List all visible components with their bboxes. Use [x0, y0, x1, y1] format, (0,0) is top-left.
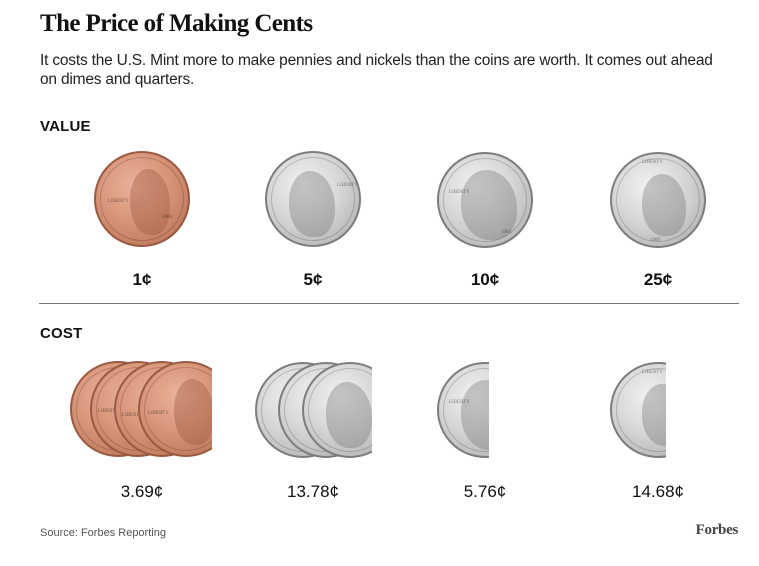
quarter-cost-label: 14.68¢	[632, 482, 684, 501]
penny-cost-label: 3.69¢	[120, 482, 164, 501]
section-divider	[39, 303, 739, 304]
penny-value-label: 1¢	[132, 270, 152, 289]
nickel-cost-label: 13.78¢	[287, 482, 339, 501]
dime-coin-icon: LIBERTY	[437, 362, 489, 458]
dime-cost-label: 5.76¢	[463, 482, 507, 501]
dime-cost-pictogram: LIBERTY	[437, 361, 489, 459]
cost-section-label: COST	[40, 325, 83, 342]
page-subtitle: It costs the U.S. Mint more to make penn…	[40, 52, 713, 88]
dime-value-label: 10¢	[470, 270, 500, 289]
forbes-logo: Forbes	[695, 522, 739, 538]
source-note: Source: Forbes Reporting	[40, 527, 166, 539]
value-section-label: VALUE	[40, 118, 91, 135]
quarter-value-label: 25¢	[643, 270, 673, 289]
quarter-coin-icon: LIBERTY	[610, 362, 666, 458]
dime-coin-icon: LIBERTY 1984	[437, 152, 533, 248]
penny-cost-pictogram: LIBERTY LIBERTY LIBERTY	[68, 360, 212, 460]
nickel-coin-icon	[302, 362, 372, 458]
nickel-value-label: 5¢	[303, 270, 323, 289]
nickel-cost-pictogram	[254, 360, 372, 460]
nickel-coin-icon: LIBERTY	[265, 151, 361, 247]
quarter-cost-pictogram: LIBERTY	[609, 361, 666, 459]
page-title: The Price of Making Cents	[40, 10, 313, 37]
penny-coin-icon: LIBERTY 2004	[94, 151, 190, 247]
quarter-coin-icon: LIBERTY 1989	[610, 152, 706, 248]
